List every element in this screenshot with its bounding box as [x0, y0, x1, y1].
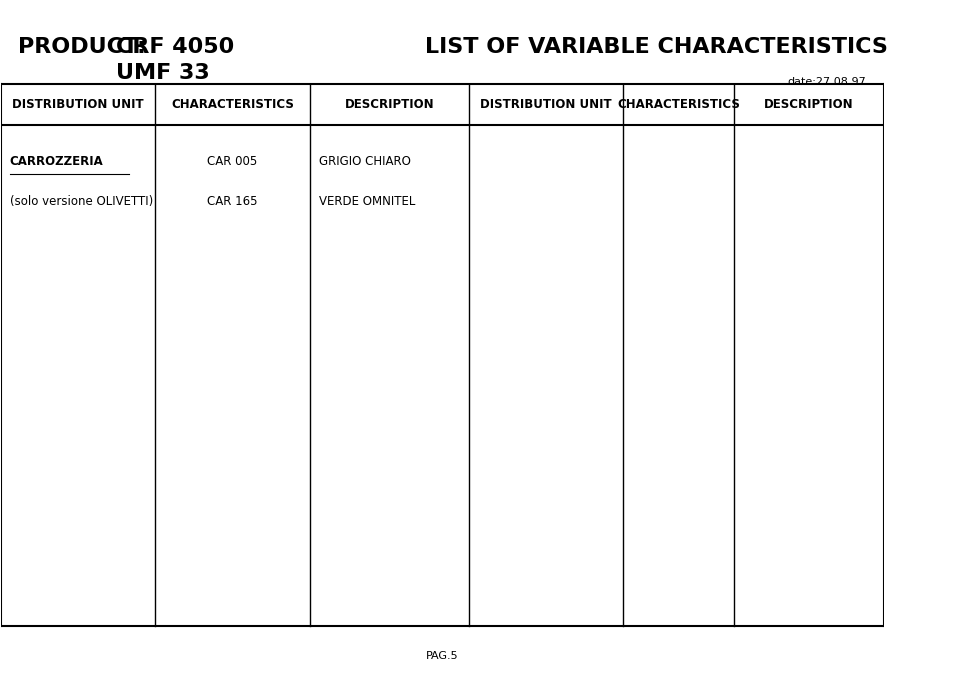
Text: DISTRIBUTION UNIT: DISTRIBUTION UNIT — [480, 98, 612, 111]
Text: CHARACTERISTICS: CHARACTERISTICS — [171, 98, 294, 111]
Text: LIST OF VARIABLE CHARACTERISTICS: LIST OF VARIABLE CHARACTERISTICS — [424, 37, 888, 57]
Text: CAR 165: CAR 165 — [207, 195, 258, 209]
Text: CAR 005: CAR 005 — [207, 155, 257, 168]
Text: GRIGIO CHIARO: GRIGIO CHIARO — [319, 155, 411, 168]
Text: DESCRIPTION: DESCRIPTION — [764, 98, 853, 111]
Text: CRF 4050
UMF 33: CRF 4050 UMF 33 — [115, 37, 234, 83]
Text: VERDE OMNITEL: VERDE OMNITEL — [319, 195, 415, 209]
Text: CARROZZERIA: CARROZZERIA — [10, 155, 104, 168]
Text: date:27.08.97: date:27.08.97 — [787, 77, 866, 87]
Text: CHARACTERISTICS: CHARACTERISTICS — [617, 98, 740, 111]
Text: (solo versione OLIVETTI): (solo versione OLIVETTI) — [10, 195, 153, 209]
Text: DISTRIBUTION UNIT: DISTRIBUTION UNIT — [12, 98, 144, 111]
Text: DESCRIPTION: DESCRIPTION — [345, 98, 434, 111]
Text: PAG.5: PAG.5 — [426, 651, 459, 661]
Text: PRODUCT:: PRODUCT: — [18, 37, 146, 57]
